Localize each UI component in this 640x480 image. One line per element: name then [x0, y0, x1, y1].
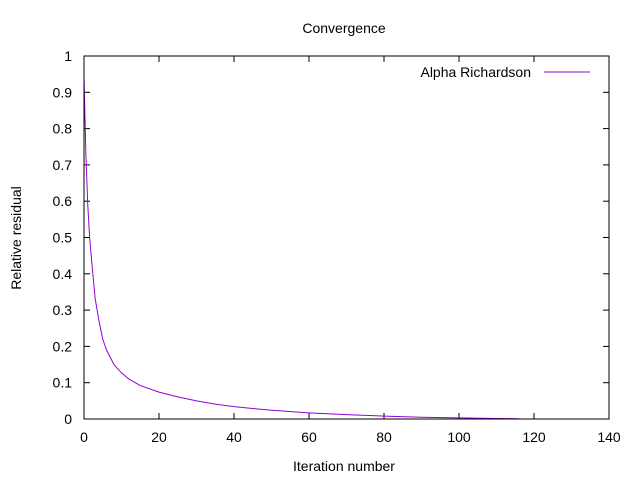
x-tick-label: 120	[522, 429, 546, 445]
y-axis-label: Relative residual	[8, 186, 24, 290]
y-tick-label: 0	[64, 411, 72, 427]
x-axis-label: Iteration number	[293, 458, 395, 474]
y-tick-label: 0.9	[53, 84, 73, 100]
y-tick-label: 0.5	[53, 230, 73, 246]
chart-title: Convergence	[302, 20, 385, 36]
y-tick-label: 0.8	[53, 121, 73, 137]
legend: Alpha Richardson	[420, 64, 590, 80]
plot-frame	[83, 55, 610, 420]
y-tick-label: 0.1	[53, 375, 73, 391]
y-tick-label: 0.7	[53, 157, 73, 173]
x-tick-label: 20	[151, 429, 167, 445]
x-tick-label: 80	[376, 429, 392, 445]
y-tick-label: 0.2	[53, 338, 73, 354]
y-tick-label: 0.4	[53, 266, 73, 282]
x-tick-label: 0	[80, 429, 88, 445]
series-line	[83, 77, 520, 420]
y-tick-label: 0.6	[53, 193, 73, 209]
x-tick-label: 40	[226, 429, 242, 445]
legend-label: Alpha Richardson	[420, 64, 531, 80]
axis-tick-labels: 0 20 40 60 80 100 120 140 0 0.1 0.2 0.3 0.4 0.5 0.6 0.7…	[53, 48, 621, 445]
x-tick-label: 60	[301, 429, 317, 445]
x-tick-label: 100	[447, 429, 471, 445]
axis-ticks	[83, 55, 610, 420]
x-tick-label: 140	[597, 429, 621, 445]
y-tick-label: 1	[64, 48, 72, 64]
y-tick-label: 0.3	[53, 302, 73, 318]
series-layer	[83, 77, 520, 420]
